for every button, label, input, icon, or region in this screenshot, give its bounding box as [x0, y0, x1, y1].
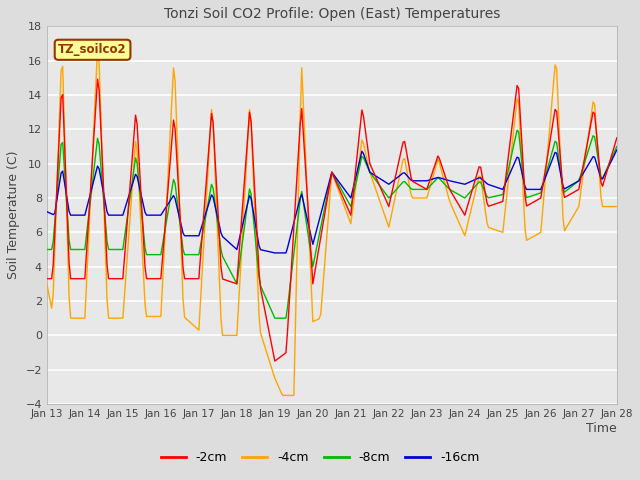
- Legend: -2cm, -4cm, -8cm, -16cm: -2cm, -4cm, -8cm, -16cm: [156, 446, 484, 469]
- Text: TZ_soilco2: TZ_soilco2: [58, 43, 127, 56]
- Title: Tonzi Soil CO2 Profile: Open (East) Temperatures: Tonzi Soil CO2 Profile: Open (East) Temp…: [164, 7, 500, 21]
- Y-axis label: Soil Temperature (C): Soil Temperature (C): [7, 151, 20, 279]
- X-axis label: Time: Time: [586, 421, 617, 435]
